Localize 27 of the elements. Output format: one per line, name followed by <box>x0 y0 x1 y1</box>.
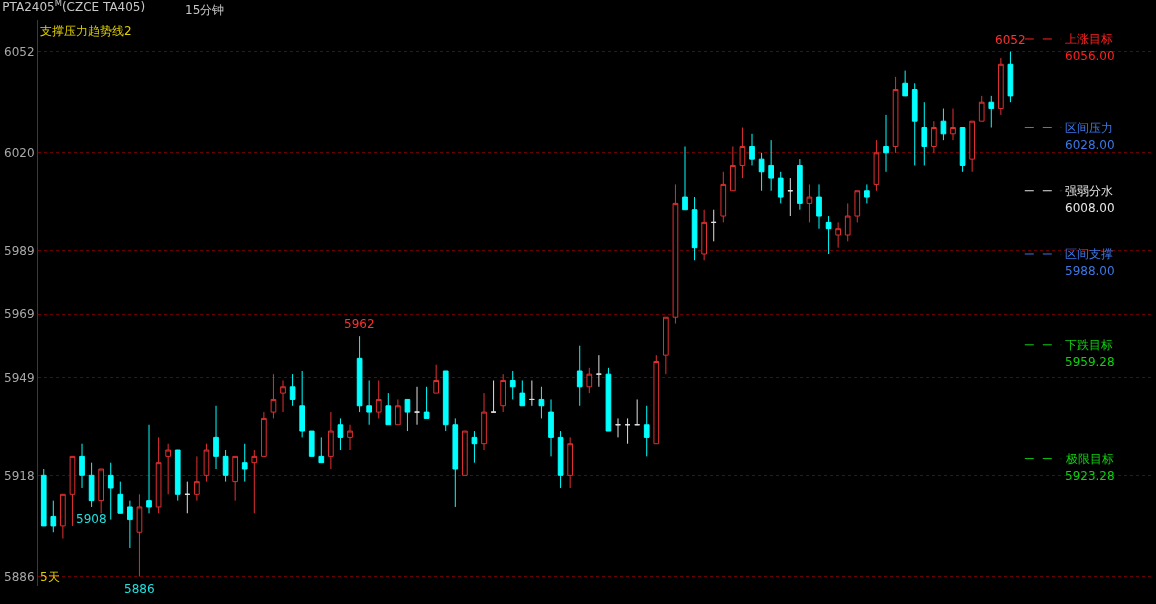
chart-title: PTA2405$^{M}$(CZCE TA405) <box>2 0 146 15</box>
annotation: 5886 <box>124 582 155 596</box>
ref-line-label: 强弱分水 <box>1065 184 1113 198</box>
y-tick-label: 5969 <box>4 307 35 322</box>
text: 6056.00 <box>1065 49 1115 63</box>
ref-line-label: 区间压力 <box>1065 121 1113 135</box>
y-tick-label: 6020 <box>4 146 35 160</box>
annotation: 支撑压力趋势线2 <box>40 24 132 38</box>
annotation: 5天 <box>40 570 60 584</box>
ref-line-label: 极限目标 <box>1065 452 1114 466</box>
annotation: 5962 <box>344 317 375 331</box>
text: 5988.00 <box>1065 264 1115 278</box>
y-tick-label: 6052 <box>4 44 35 59</box>
y-tick-label: 5918 <box>4 468 35 483</box>
ref-line-label: 上涨目标 <box>1065 32 1113 46</box>
annotation: 6052 <box>995 33 1026 47</box>
text: 6028.00 <box>1065 138 1115 152</box>
ref-line-label: 下跌目标 <box>1065 338 1113 352</box>
y-tick-label: 5886 <box>4 569 35 584</box>
y-tick-label: 5989 <box>4 244 35 259</box>
text: 6008.00 <box>1065 201 1115 215</box>
y-tick-label: 5949 <box>4 370 35 385</box>
text: 15分钟 <box>185 3 225 17</box>
text: 5959.28 <box>1065 355 1115 369</box>
annotation: 5908 <box>76 512 107 526</box>
ref-line-label: 区间支撑 <box>1065 247 1113 261</box>
text: 5923.28 <box>1065 469 1115 483</box>
